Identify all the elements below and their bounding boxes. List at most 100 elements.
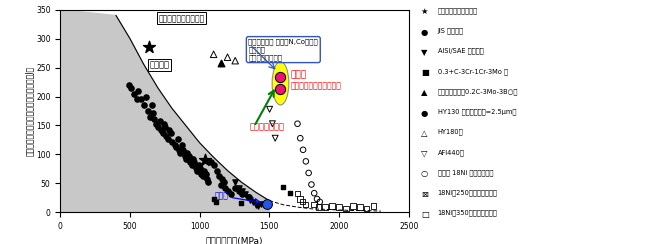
Point	[175, 151, 186, 155]
Point	[196, 172, 206, 175]
Text: ★: ★	[421, 7, 428, 16]
Point	[208, 163, 219, 167]
Point	[172, 137, 183, 141]
Text: 高合金＆マルエージ銀: 高合金＆マルエージ銀	[158, 14, 204, 23]
Point	[297, 200, 308, 204]
Text: ●: ●	[421, 109, 428, 118]
Text: 18Ni（350）マルエージ銀: 18Ni（350）マルエージ銀	[438, 210, 497, 216]
Point	[327, 204, 338, 208]
Point	[362, 206, 373, 210]
Point	[295, 136, 306, 140]
Point	[334, 205, 344, 209]
Point	[229, 180, 240, 184]
Point	[146, 103, 157, 107]
Point	[320, 205, 330, 209]
Y-axis label: ノッチシャルピー衝撃吸収エネルギー（J）: ノッチシャルピー衝撃吸収エネルギー（J）	[25, 66, 35, 156]
Point	[199, 169, 210, 173]
Point	[176, 143, 187, 147]
Point	[245, 198, 255, 202]
Point	[141, 95, 151, 99]
Point	[151, 122, 161, 126]
Point	[354, 205, 365, 209]
Point	[185, 160, 196, 164]
Point	[217, 177, 228, 181]
Text: ▼: ▼	[421, 48, 427, 57]
Point	[251, 203, 261, 207]
Point	[234, 186, 245, 190]
Point	[306, 183, 317, 186]
Point	[211, 169, 222, 173]
Point	[133, 89, 143, 93]
Point	[297, 148, 308, 152]
Point	[229, 186, 240, 190]
Point	[188, 157, 198, 161]
Point	[275, 87, 286, 91]
Point	[216, 61, 226, 65]
Point	[234, 189, 245, 193]
X-axis label: 室温降伏強さ(MPa): 室温降伏強さ(MPa)	[206, 236, 263, 244]
Point	[131, 98, 142, 102]
Text: ●: ●	[421, 28, 428, 37]
Point	[264, 107, 275, 111]
Polygon shape	[60, 10, 269, 212]
Point	[189, 160, 200, 164]
Point	[222, 189, 233, 193]
Point	[194, 166, 205, 170]
Text: オースフォーム0.2C-3Mo-3B○銀: オースフォーム0.2C-3Mo-3B○銀	[438, 88, 518, 95]
Point	[261, 202, 272, 206]
Point	[136, 98, 147, 102]
Point	[253, 204, 264, 208]
Point	[154, 119, 165, 123]
Point	[202, 177, 212, 181]
Point	[155, 128, 166, 132]
Text: AFI440銀: AFI440銀	[438, 149, 464, 156]
Point	[216, 183, 226, 187]
Point	[237, 192, 247, 196]
Point	[143, 109, 153, 113]
Text: AISI/SAE 結合金銀: AISI/SAE 結合金銀	[438, 48, 483, 54]
Point	[159, 125, 170, 129]
Point	[222, 55, 233, 59]
Point	[208, 197, 219, 201]
Point	[300, 203, 311, 207]
Point	[220, 186, 230, 190]
Point	[193, 163, 204, 167]
Point	[304, 171, 314, 175]
Point	[275, 75, 286, 79]
Point	[225, 192, 236, 196]
Text: ■: ■	[421, 68, 429, 77]
Point	[292, 122, 303, 126]
Point	[178, 148, 188, 152]
Point	[163, 137, 174, 141]
Text: △: △	[421, 129, 427, 138]
Text: ▽: ▽	[421, 149, 427, 158]
Point	[267, 122, 278, 126]
Point	[211, 200, 222, 204]
Point	[145, 115, 155, 119]
Text: 高純度 18Ni マルエージ銀: 高純度 18Ni マルエージ銀	[438, 169, 493, 176]
Point	[170, 143, 180, 147]
Point	[261, 204, 272, 208]
Point	[285, 191, 295, 195]
Point	[312, 197, 322, 201]
Point	[190, 166, 201, 170]
Text: ▲: ▲	[421, 88, 427, 97]
Text: ⊠: ⊠	[421, 190, 427, 199]
Text: HY130 銀（旧）約後=2.5μm）: HY130 銀（旧）約後=2.5μm）	[438, 109, 516, 115]
Point	[182, 151, 193, 155]
Text: HY180銀: HY180銀	[438, 129, 463, 135]
Point	[314, 200, 325, 204]
Point	[256, 202, 267, 206]
Text: 開発銀: 開発銀	[291, 70, 307, 79]
Point	[206, 160, 216, 164]
Point	[129, 92, 139, 96]
Point	[165, 131, 176, 135]
Point	[157, 131, 168, 135]
Point	[139, 103, 149, 107]
Point	[243, 195, 254, 199]
Point	[200, 172, 211, 175]
Point	[192, 169, 202, 173]
Point	[313, 205, 324, 209]
Point	[237, 189, 247, 193]
Point	[247, 201, 258, 204]
